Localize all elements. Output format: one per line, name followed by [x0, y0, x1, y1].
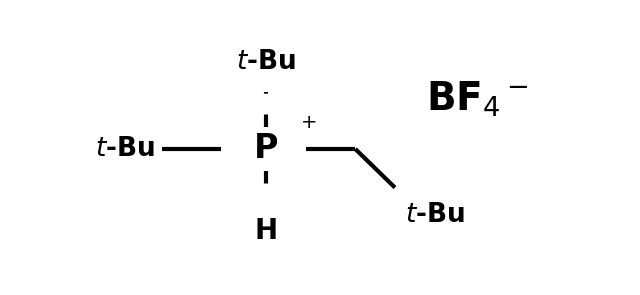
Text: P: P: [253, 132, 278, 165]
Text: H: H: [255, 217, 278, 245]
Text: $\it{t}$-Bu: $\it{t}$-Bu: [236, 49, 296, 75]
Text: BF$_4$$^-$: BF$_4$$^-$: [426, 79, 528, 119]
Text: $\it{t}$-Bu: $\it{t}$-Bu: [95, 136, 155, 162]
Text: +: +: [301, 113, 317, 132]
Text: $\it{t}$-Bu: $\it{t}$-Bu: [405, 202, 465, 228]
